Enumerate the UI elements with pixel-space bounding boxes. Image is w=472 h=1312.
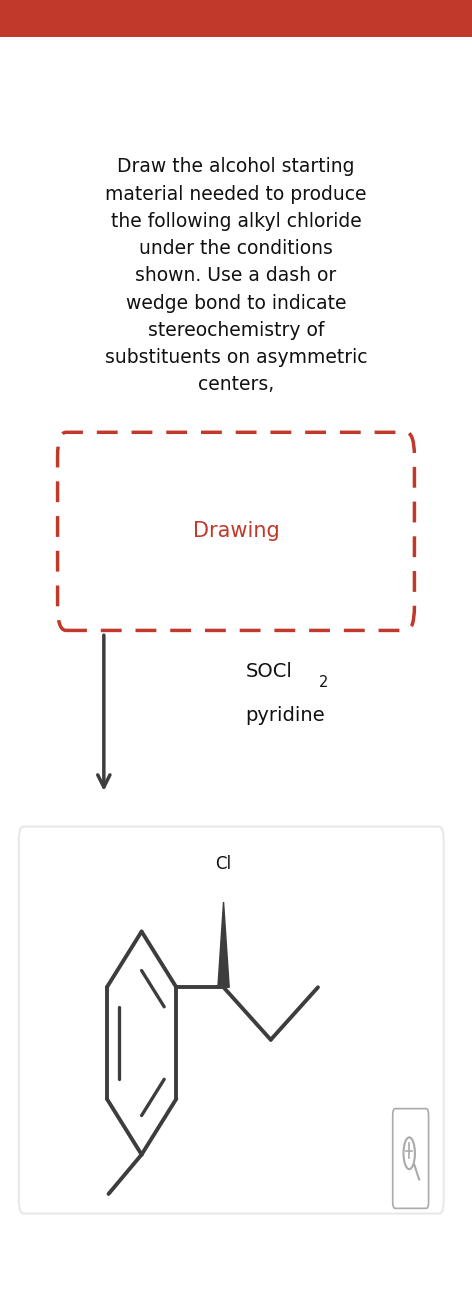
Text: pyridine: pyridine (245, 706, 325, 724)
Text: Drawing: Drawing (193, 521, 279, 542)
FancyBboxPatch shape (0, 0, 472, 37)
Polygon shape (218, 903, 229, 987)
FancyBboxPatch shape (393, 1109, 429, 1208)
Text: SOCl: SOCl (245, 663, 292, 681)
FancyBboxPatch shape (19, 827, 444, 1214)
Text: Draw the alcohol starting
material needed to produce
the following alkyl chlorid: Draw the alcohol starting material neede… (105, 157, 367, 395)
Text: 2: 2 (319, 674, 328, 690)
Text: Cl: Cl (216, 855, 232, 874)
FancyBboxPatch shape (58, 432, 414, 631)
